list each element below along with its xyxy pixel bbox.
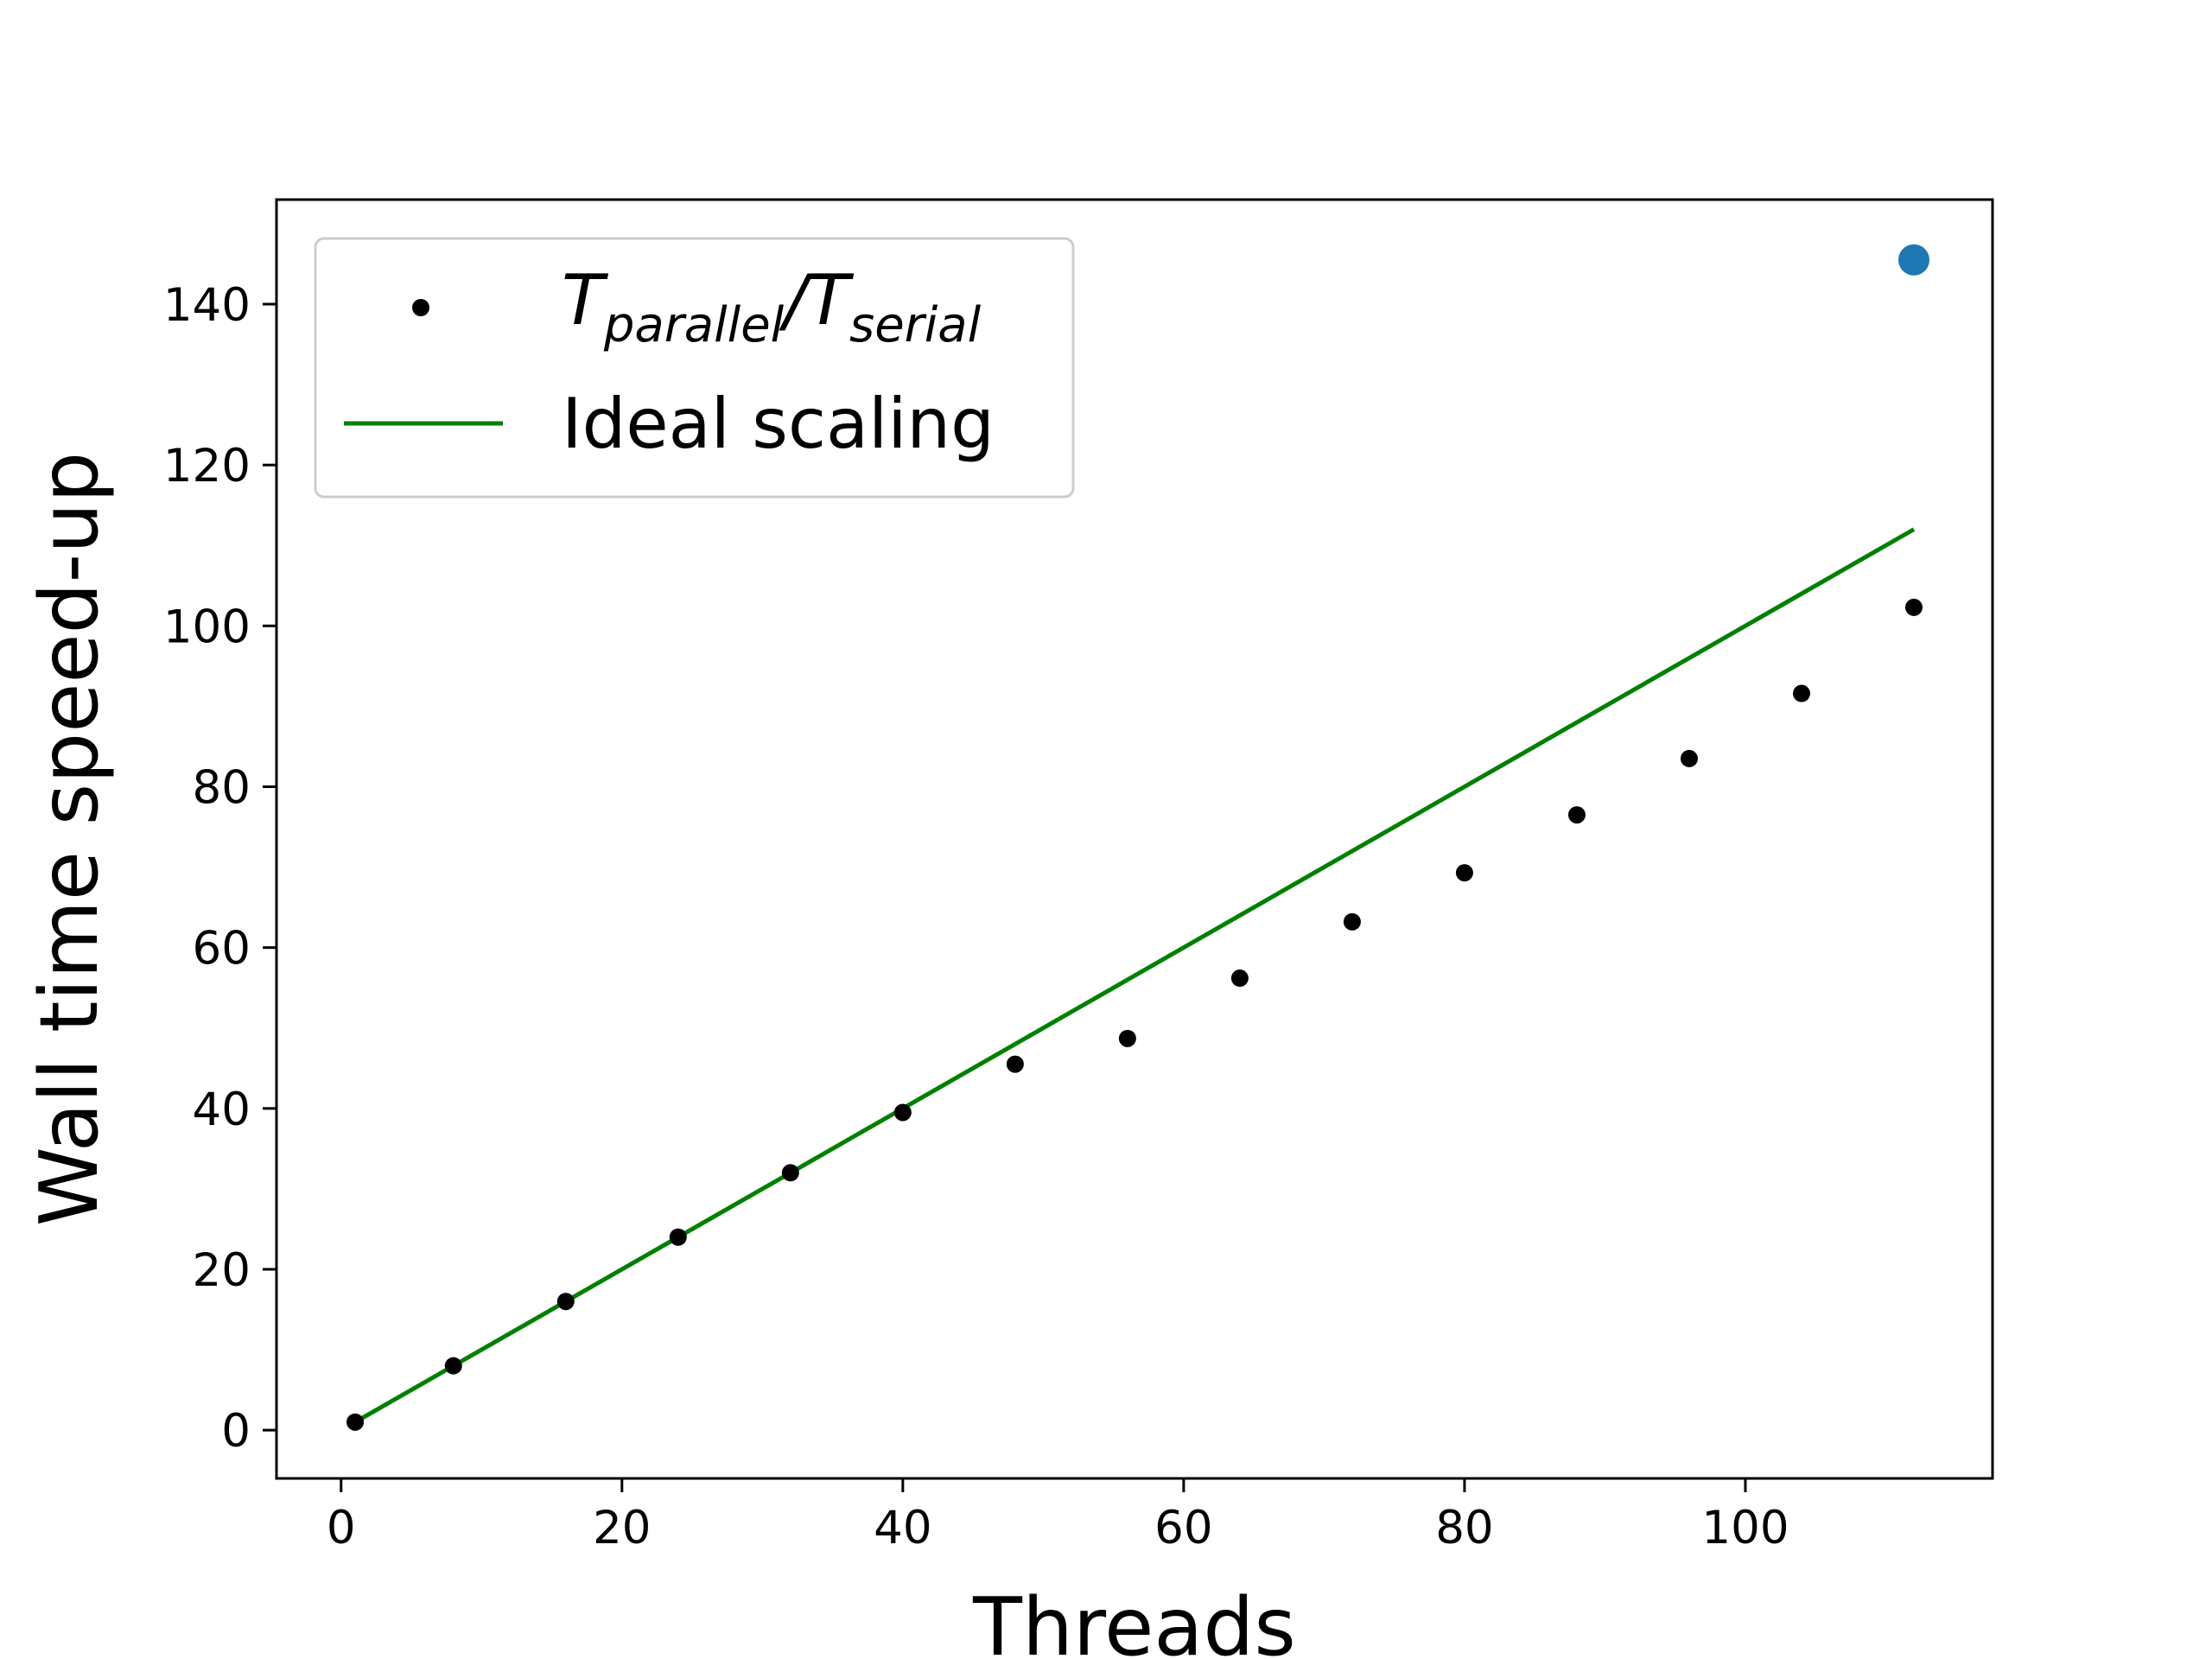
speedup-point <box>893 1103 912 1122</box>
speedup-point <box>1230 969 1249 988</box>
ideal-scaling-line <box>353 527 1916 1425</box>
x-axis-title: Threads <box>972 1580 1296 1659</box>
highlight-point <box>1897 244 1929 276</box>
x-tick-label: 0 <box>327 1502 356 1554</box>
x-axis: 0 20 40 60 80 100 <box>327 1478 1789 1554</box>
speedup-point <box>1118 1029 1136 1047</box>
speedup-point <box>781 1164 799 1182</box>
speedup-point <box>556 1293 575 1311</box>
speedup-point <box>1904 598 1923 616</box>
x-tick-label: 40 <box>874 1502 931 1554</box>
x-tick-label: 60 <box>1154 1502 1212 1554</box>
plot-frame <box>275 198 1994 1480</box>
x-tick-label: 80 <box>1435 1502 1493 1554</box>
y-axis-title: Wall time speed-up <box>22 452 116 1226</box>
y-tick-label: 60 <box>193 923 251 976</box>
y-tick-label: 140 <box>163 279 251 332</box>
legend: Tparallel/Tserial Ideal scaling <box>314 237 1075 499</box>
x-tick-label: 20 <box>593 1502 651 1554</box>
y-axis: 0 20 40 60 80 100 120 140 <box>163 279 276 1458</box>
speedup-point <box>346 1413 365 1431</box>
speedup-point <box>444 1357 462 1375</box>
legend-label-speedup: Tparallel/Tserial <box>562 260 982 353</box>
y-tick-label: 100 <box>163 601 251 653</box>
speedup-point <box>1455 864 1473 882</box>
y-tick-label: 120 <box>163 440 251 493</box>
speedup-point <box>1006 1055 1024 1073</box>
x-tick-label: 100 <box>1701 1502 1789 1554</box>
speedup-point <box>1680 749 1698 767</box>
speedup-point <box>1343 912 1361 931</box>
y-tick-label: 40 <box>193 1084 251 1136</box>
y-tick-label: 0 <box>221 1405 251 1458</box>
speedup-point <box>669 1228 687 1246</box>
legend-label-ideal: Ideal scaling <box>562 384 995 464</box>
plot-area <box>346 244 1929 1431</box>
y-tick-label: 20 <box>193 1244 251 1297</box>
speedup-point <box>1792 684 1810 702</box>
y-tick-label: 80 <box>193 761 251 814</box>
speedup-point <box>1567 806 1586 824</box>
legend-box <box>314 237 1075 499</box>
legend-marker-speedup <box>412 299 429 316</box>
